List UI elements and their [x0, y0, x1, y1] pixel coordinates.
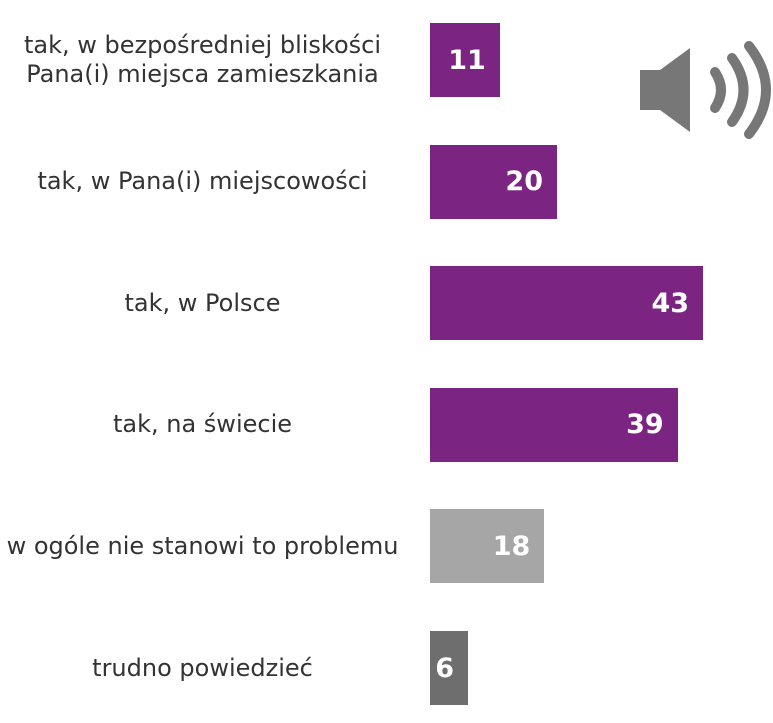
category-label: tak, w bezpośredniej bliskości Pana(i) m… — [24, 31, 381, 88]
page: tak, w bezpośredniej bliskości Pana(i) m… — [6, 23, 771, 705]
bar — [430, 23, 500, 97]
speaker-icon — [640, 41, 771, 139]
bar — [430, 509, 545, 584]
category-label: tak, w Pana(i) miejscowości — [37, 167, 368, 196]
category-label: tak, na świecie — [112, 410, 292, 439]
bar — [430, 144, 557, 219]
value-label: 11 — [448, 44, 486, 76]
category-label: trudno powiedzieć — [92, 653, 313, 682]
value-label: 39 — [626, 409, 664, 441]
value-label: 20 — [505, 166, 543, 198]
value-label: 6 — [435, 652, 455, 684]
bar — [430, 631, 469, 705]
bar — [430, 387, 678, 462]
value-label: 43 — [651, 287, 690, 319]
category-label: w ogóle nie stanowi to problemu — [6, 531, 399, 560]
category-label: tak, w Polsce — [124, 288, 281, 317]
bar — [430, 266, 704, 341]
value-label: 18 — [492, 530, 531, 562]
